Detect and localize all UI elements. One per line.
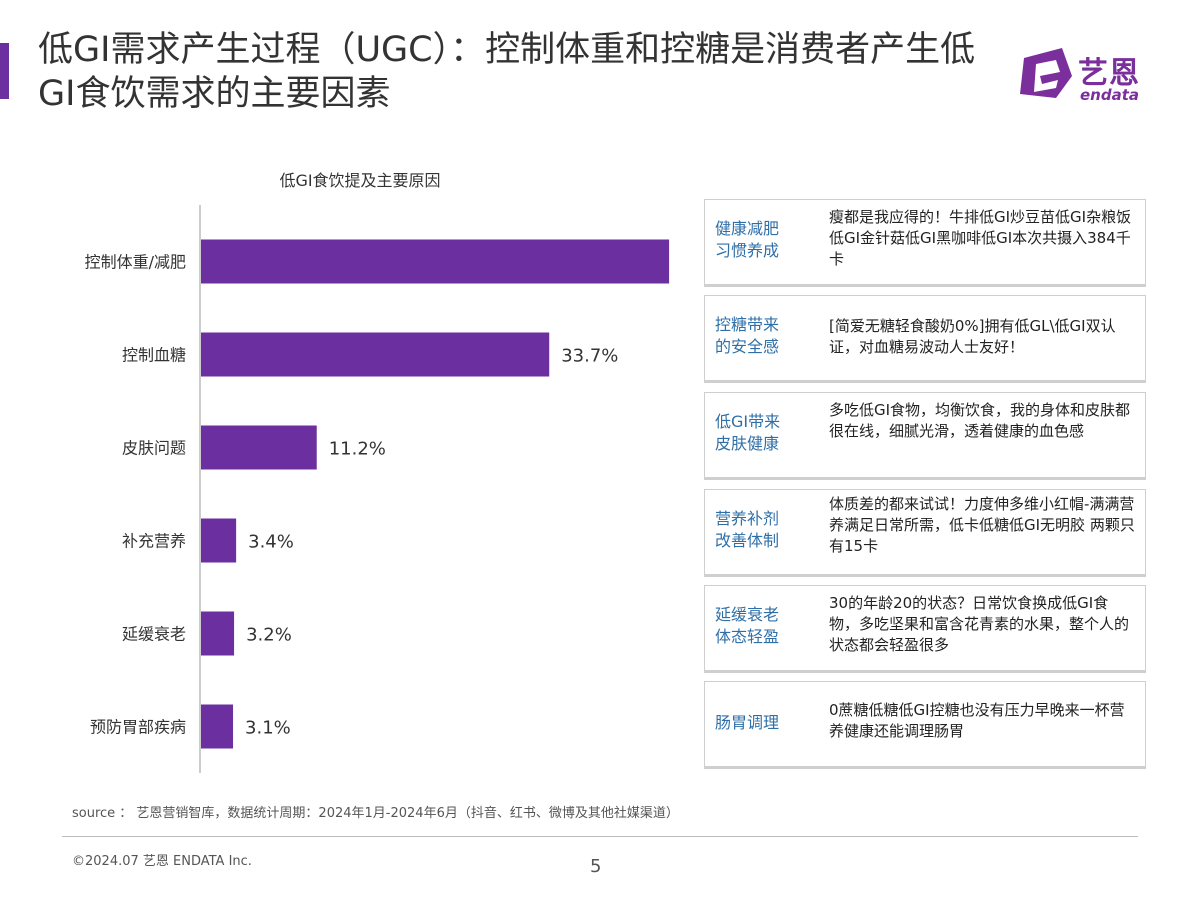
copyright: ©2024.07 艺恩 ENDATA Inc.: [72, 854, 252, 869]
endata-logo: 艺恩 endata: [1016, 44, 1166, 106]
chart-title: 低GI食饮提及主要原因: [279, 171, 441, 190]
value-label: 33.7%: [561, 346, 618, 367]
quote-card: 延缓衰老 体态轻盈 30的年龄20的状态？日常饮食换成低GI食物，多吃坚果和富含…: [704, 585, 1146, 673]
quote-card-label: 营养补剂 改善体制: [715, 509, 780, 550]
quote-card-text: 30的年龄20的状态？日常饮食换成低GI食物，多吃坚果和富含花青素的水果，整个人…: [829, 594, 1130, 654]
logo-name-cn: 艺恩: [1078, 56, 1140, 91]
quote-card-text: 多吃低GI食物，均衡饮食，我的身体和皮肤都很在线，细腻光滑，透着健康的血色感: [829, 401, 1131, 440]
bar-chart: 控制体重/减肥45.3%控制血糖33.7%皮肤问题11.2%补充营养3.4%延缓…: [85, 205, 670, 773]
value-label: 3.1%: [245, 718, 291, 739]
quote-card-label: 低GI带来 皮肤健康: [715, 412, 781, 453]
bar: [201, 518, 237, 563]
logo-name-en: endata: [1080, 86, 1140, 104]
category-label: 预防胃部疾病: [90, 718, 186, 737]
endata-logo-icon: [1020, 48, 1072, 98]
quote-card-label: 控糖带来 的安全感: [715, 315, 780, 356]
quote-card-label: 肠胃调理: [715, 713, 780, 732]
category-label: 控制体重/减肥: [85, 253, 186, 272]
category-label: 延缓衰老: [122, 625, 186, 644]
page-title: 低GI需求产生过程（UGC）：控制体重和控糖是消费者产生低GI食饮需求的主要因素: [38, 30, 976, 114]
quote-card-label: 健康减肥 习惯养成: [715, 219, 780, 260]
category-label: 控制血糖: [122, 346, 186, 365]
quote-card: 健康减肥 习惯养成 瘦都是我应得的！牛排低GI炒豆苗低GI杂粮饭低GI金针菇低G…: [704, 199, 1146, 287]
quote-card: 控糖带来 的安全感 [简爱无糖轻食酸奶0%]拥有低GL\低GI双认证，对血糖易波…: [704, 295, 1146, 383]
value-label: 3.4%: [248, 532, 294, 553]
quote-card-text: 体质差的都来试试！力度伸多维小红帽-满满营养满足日常所需，低卡低糖低GI无明胶 …: [829, 495, 1135, 555]
bar: [201, 611, 235, 656]
bar: [201, 332, 550, 377]
quote-card: 低GI带来 皮肤健康 多吃低GI食物，均衡饮食，我的身体和皮肤都很在线，细腻光滑…: [704, 392, 1146, 480]
category-label: 皮肤问题: [122, 439, 186, 458]
category-label: 补充营养: [122, 532, 186, 551]
bar: [201, 425, 317, 470]
bar: [201, 239, 670, 284]
quote-card-text: 0蔗糖低糖低GI控糖也没有压力早晚来一杯营养健康还能调理肠胃: [829, 701, 1125, 740]
quote-card: 营养补剂 改善体制 体质差的都来试试！力度伸多维小红帽-满满营养满足日常所需，低…: [704, 489, 1146, 577]
value-label: 3.2%: [246, 625, 292, 646]
title-accent-bar: [0, 43, 9, 99]
quote-card-text: [简爱无糖轻食酸奶0%]拥有低GL\低GI双认证，对血糖易波动人士友好！: [829, 317, 1116, 356]
quote-card: 肠胃调理 0蔗糖低糖低GI控糖也没有压力早晚来一杯营养健康还能调理肠胃: [704, 681, 1146, 769]
bar: [201, 704, 234, 749]
page-number: 5: [590, 856, 602, 877]
quote-card-label: 延缓衰老 体态轻盈: [715, 605, 780, 646]
source-note: source ： 艺恩营销智库，数据统计周期：2024年1月-2024年6月（抖…: [72, 806, 679, 821]
value-label: 11.2%: [329, 439, 386, 460]
quote-card-text: 瘦都是我应得的！牛排低GI炒豆苗低GI杂粮饭低GI金针菇低GI黑咖啡低GI本次共…: [829, 208, 1132, 268]
footer-divider: [62, 836, 1138, 837]
